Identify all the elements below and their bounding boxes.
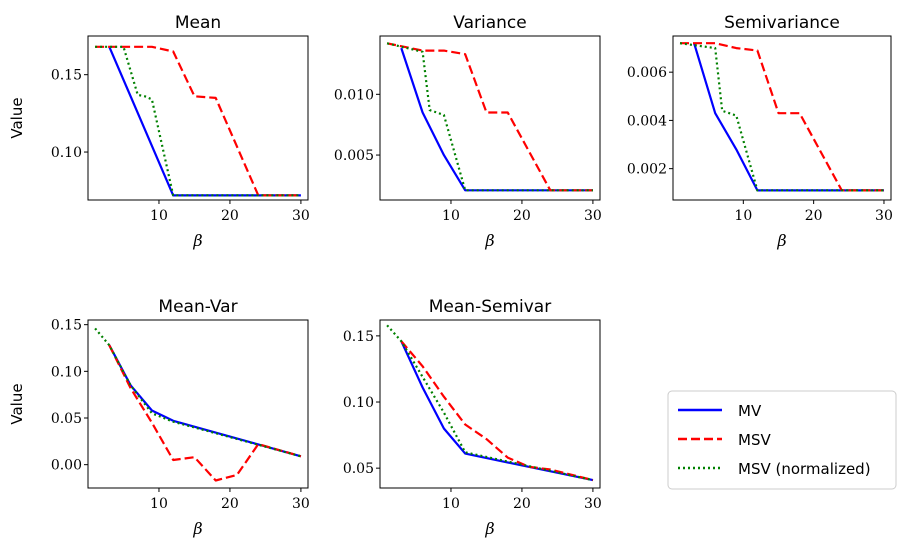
axes-frame xyxy=(87,35,309,201)
panel-title: Mean-Var xyxy=(158,297,237,317)
series-line-msv-normalized xyxy=(94,327,302,458)
panel-semivariance: Semivariance 10 20 30 0.002 0.004 0.006 β xyxy=(627,13,893,250)
panel-title: Variance xyxy=(453,13,526,33)
y-tick-label: 0.05 xyxy=(51,411,82,427)
axes-frame xyxy=(87,319,309,489)
y-tick-label: 0.10 xyxy=(343,395,374,411)
panel-mean-var: Mean-Var 10 20 30 0.00 0.05 0.10 0.15 β Value xyxy=(8,297,310,538)
legend: MV MSV MSV (normalized) xyxy=(667,390,897,490)
series-line-msv xyxy=(400,340,594,482)
y-axis-label: Value xyxy=(8,383,26,424)
series-line-msv xyxy=(386,42,593,192)
y-tick-label: 0.00 xyxy=(51,458,82,474)
axes-frame xyxy=(672,35,892,201)
series-line-msv xyxy=(680,42,884,192)
legend-label-msv-normalized: MSV (normalized) xyxy=(738,460,871,478)
x-tick-label: 10 xyxy=(734,208,752,224)
series-line-msv xyxy=(95,45,301,197)
y-tick-label: 0.002 xyxy=(627,162,667,178)
x-tick-label: 30 xyxy=(584,208,602,224)
series-line-mv xyxy=(108,46,301,197)
series-line-mv xyxy=(400,47,593,192)
legend-label-msv: MSV xyxy=(738,431,771,449)
axes-frame xyxy=(379,319,601,489)
y-axis-label: Value xyxy=(8,97,26,138)
x-axis-label: β xyxy=(192,231,202,250)
y-tick-label: 0.15 xyxy=(343,329,374,345)
x-tick-label: 30 xyxy=(584,496,602,512)
x-tick-label: 30 xyxy=(292,208,310,224)
series-line-mv xyxy=(108,344,302,458)
x-axis-label: β xyxy=(192,519,202,538)
legend-label-mv: MV xyxy=(738,402,762,420)
y-tick-label: 0.15 xyxy=(51,68,82,84)
y-tick-label: 0.010 xyxy=(334,87,374,103)
panel-title: Mean xyxy=(175,13,221,33)
panel-mean-semivar: Mean-Semivar 10 20 30 0.05 0.10 0.15 β xyxy=(343,297,602,538)
x-axis-label: β xyxy=(484,231,494,250)
series-line-msv-normalized xyxy=(95,45,301,197)
y-tick-label: 0.05 xyxy=(343,461,374,477)
x-tick-label: 30 xyxy=(292,496,310,512)
series-line-msv-normalized xyxy=(679,42,884,192)
legend-frame xyxy=(667,390,897,490)
x-axis-label: β xyxy=(776,231,786,250)
y-tick-label: 0.10 xyxy=(51,145,82,161)
x-tick-label: 10 xyxy=(150,208,168,224)
axes-frame xyxy=(379,35,601,201)
y-tick-label: 0.005 xyxy=(334,148,374,164)
panel-variance: Variance 10 20 30 0.005 0.010 β xyxy=(334,13,602,250)
y-tick-label: 0.004 xyxy=(627,113,667,129)
x-tick-label: 30 xyxy=(875,208,893,224)
panel-mean: Mean 10 20 30 0.10 0.15 β Value xyxy=(8,13,310,250)
x-axis-label: β xyxy=(484,519,494,538)
series-line-msv-normalized xyxy=(386,324,594,482)
panel-title: Mean-Semivar xyxy=(429,297,551,317)
series-line-msv xyxy=(108,344,302,482)
series-line-msv-normalized xyxy=(386,42,593,192)
x-tick-label: 10 xyxy=(442,496,460,512)
x-tick-label: 20 xyxy=(221,496,239,512)
y-tick-label: 0.10 xyxy=(51,364,82,380)
y-tick-label: 0.15 xyxy=(51,318,82,334)
x-tick-label: 10 xyxy=(150,496,168,512)
series-line-mv xyxy=(693,42,884,192)
x-tick-label: 20 xyxy=(513,496,531,512)
series-line-mv xyxy=(400,340,594,482)
x-tick-label: 10 xyxy=(442,208,460,224)
x-tick-label: 20 xyxy=(513,208,531,224)
y-tick-label: 0.006 xyxy=(627,65,667,81)
x-tick-label: 20 xyxy=(805,208,823,224)
x-tick-label: 20 xyxy=(221,208,239,224)
panel-title: Semivariance xyxy=(724,13,840,33)
